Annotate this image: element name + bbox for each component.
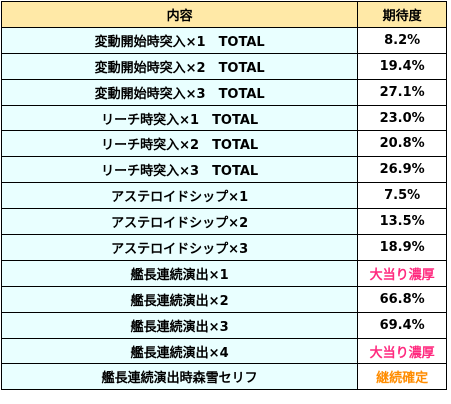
table-header-row: 内容 期待度 <box>0 1 447 28</box>
table-row: アステロイドシップ×1 7.5% <box>0 182 447 210</box>
table-row: 艦長連続演出×4 大当り濃厚 <box>0 337 447 365</box>
table-row: 変動開始時突入×3 TOTAL 27.1% <box>0 78 447 106</box>
table-row: アステロイドシップ×2 13.5% <box>0 208 447 236</box>
row-content: 艦長連続演出×1 <box>0 259 359 287</box>
table-row: アステロイドシップ×3 18.9% <box>0 234 447 261</box>
row-rate: 19.4% <box>357 52 447 80</box>
row-rate: 大当り濃厚 <box>357 337 447 365</box>
row-content: 艦長連続演出時森雪セリフ <box>0 363 359 391</box>
row-rate: 23.0% <box>357 104 447 132</box>
row-rate: 継続確定 <box>357 363 447 391</box>
row-content: アステロイドシップ×1 <box>0 182 359 210</box>
row-rate: 8.2% <box>357 26 447 54</box>
row-rate: 13.5% <box>357 208 447 236</box>
row-content: リーチ時突入×2 TOTAL <box>0 130 359 158</box>
row-content: アステロイドシップ×2 <box>0 208 359 236</box>
row-content: リーチ時突入×1 TOTAL <box>0 104 359 132</box>
row-content: リーチ時突入×3 TOTAL <box>0 156 359 184</box>
table-row: 変動開始時突入×2 TOTAL 19.4% <box>0 52 447 80</box>
expectation-table: 内容 期待度 変動開始時突入×1 TOTAL 8.2% 変動開始時突入×2 TO… <box>0 1 447 391</box>
row-content: 艦長連続演出×2 <box>0 285 359 313</box>
table-row: リーチ時突入×2 TOTAL 20.8% <box>0 130 447 158</box>
row-rate: 66.8% <box>357 285 447 313</box>
table-row: 艦長連続演出×2 66.8% <box>0 285 447 313</box>
row-rate: 69.4% <box>357 311 447 339</box>
table-row: 艦長連続演出時森雪セリフ 継続確定 <box>0 363 447 391</box>
header-rate: 期待度 <box>357 1 447 28</box>
row-content: 変動開始時突入×3 TOTAL <box>0 78 359 106</box>
row-content: 変動開始時突入×1 TOTAL <box>0 26 359 54</box>
row-rate: 26.9% <box>357 156 447 184</box>
table-row: 変動開始時突入×1 TOTAL 8.2% <box>0 26 447 54</box>
table-row: 艦長連続演出×3 69.4% <box>0 311 447 339</box>
row-content: 艦長連続演出×4 <box>0 337 359 365</box>
table-row: リーチ時突入×1 TOTAL 23.0% <box>0 104 447 132</box>
row-rate: 20.8% <box>357 130 447 158</box>
row-rate: 18.9% <box>357 234 447 261</box>
table-row: 艦長連続演出×1 大当り濃厚 <box>0 259 447 287</box>
header-content: 内容 <box>0 1 359 28</box>
row-content: 艦長連続演出×3 <box>0 311 359 339</box>
row-rate: 27.1% <box>357 78 447 106</box>
row-content: 変動開始時突入×2 TOTAL <box>0 52 359 80</box>
row-rate: 7.5% <box>357 182 447 210</box>
table-row: リーチ時突入×3 TOTAL 26.9% <box>0 156 447 184</box>
row-rate: 大当り濃厚 <box>357 259 447 287</box>
row-content: アステロイドシップ×3 <box>0 234 359 261</box>
